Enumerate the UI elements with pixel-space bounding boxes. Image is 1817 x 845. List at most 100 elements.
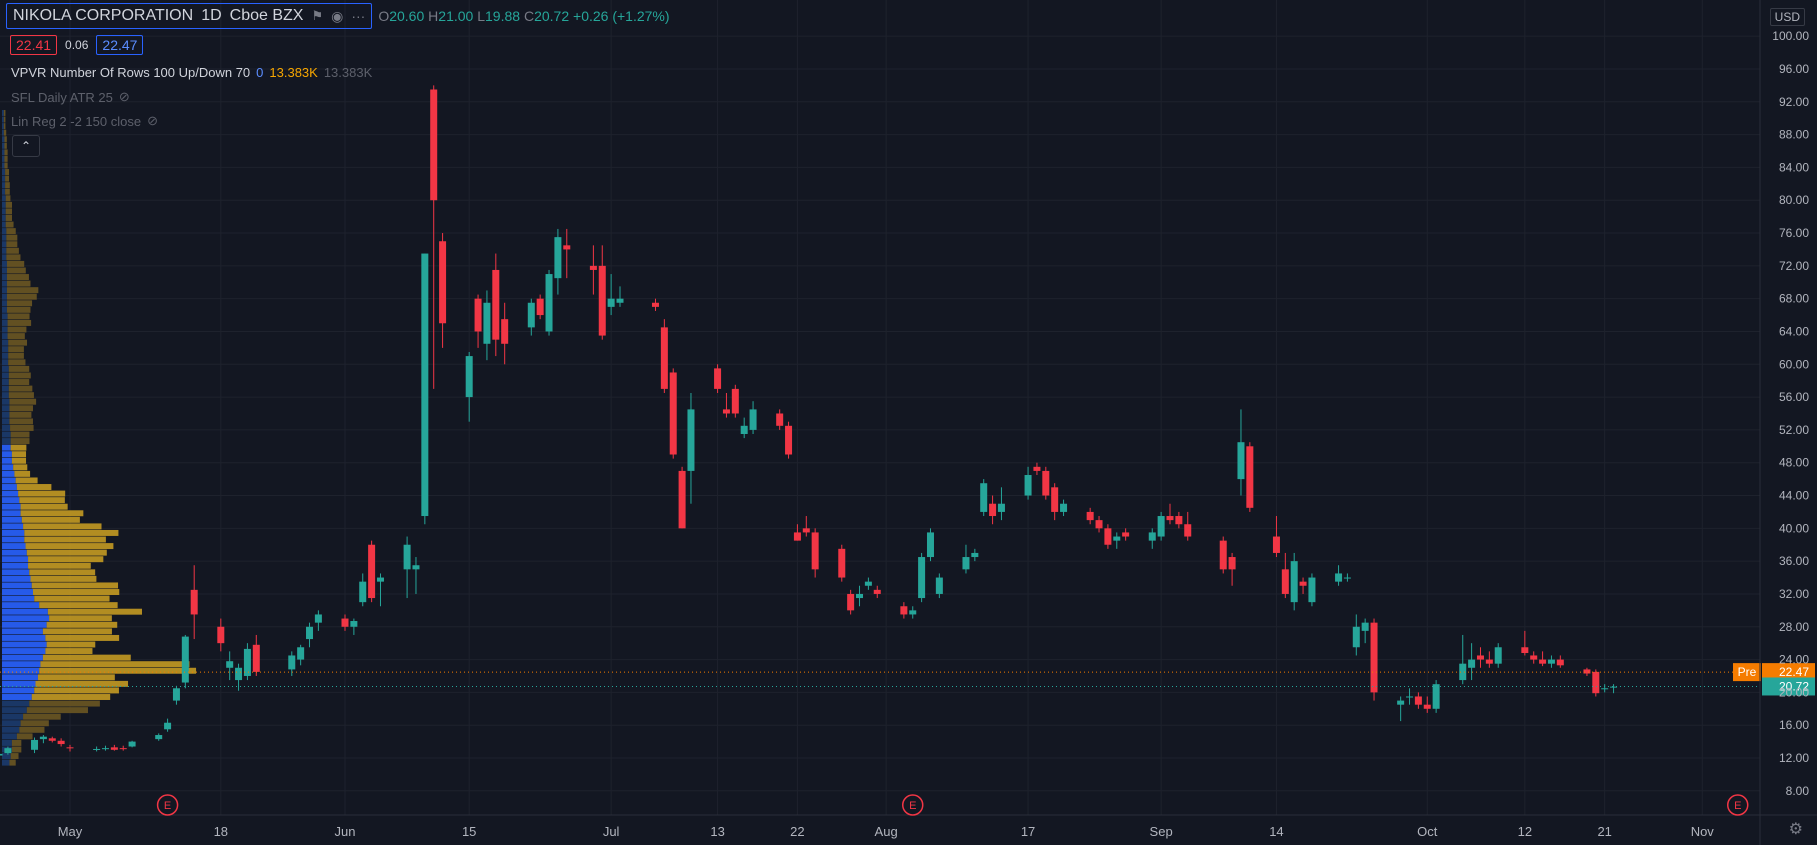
volume-profile-bar-up [2, 260, 7, 267]
volume-profile-bar-down [10, 444, 27, 451]
volume-profile-bar-down [29, 700, 100, 707]
collapse-legend-button[interactable]: ⌃ [12, 135, 40, 157]
volume-profile-bar-up [2, 589, 33, 595]
indicator-linreg[interactable]: Lin Reg 2 -2 150 close ⊘ [11, 113, 158, 129]
y-tick-label: 84.00 [1779, 160, 1809, 174]
volume-profile-bar-up [2, 451, 12, 458]
volume-profile-bar-down [39, 667, 197, 674]
interval-label[interactable]: 1D [201, 7, 222, 24]
volume-profile-bar-down [6, 293, 37, 300]
volume-profile-bar-up [2, 575, 31, 582]
indicator-vpvr[interactable]: VPVR Number Of Rows 100 Up/Down 70 0 13.… [11, 65, 372, 80]
candle-up [997, 503, 1005, 512]
currency-label[interactable]: USD [1769, 8, 1805, 26]
open-value: 20.60 [389, 8, 425, 24]
candle-up [350, 621, 358, 627]
volume-profile-bar-up [2, 267, 7, 274]
candle-up [980, 483, 988, 512]
volume-profile-bar-up [2, 326, 8, 333]
volume-profile-bar-up [2, 234, 7, 241]
volume-profile-bar-up [2, 392, 9, 399]
x-tick-label: Aug [875, 824, 898, 839]
volume-profile-bar-down [45, 648, 93, 655]
hidden-eye-icon[interactable]: ⊘ [118, 89, 130, 104]
candle-up [856, 593, 864, 599]
volume-profile-bar-down [31, 582, 119, 589]
candle-up [554, 237, 562, 279]
volume-profile-bar-down [6, 241, 18, 248]
x-tick-label: Jun [335, 824, 356, 839]
volume-profile-bar-down [3, 123, 6, 130]
volume-profile-bar-up [2, 405, 10, 412]
volume-profile-bar-up [2, 707, 27, 714]
candle-down [536, 298, 544, 316]
candle-up [1024, 475, 1032, 496]
y-tick-label: 8.00 [1786, 784, 1810, 798]
volume-profile-bar-down [10, 753, 19, 760]
volume-profile-bar-down [20, 720, 49, 727]
bid-ask-quote: 22.41 0.06 22.47 [10, 35, 144, 55]
candle-up [607, 298, 615, 307]
candle-down [1583, 669, 1591, 674]
volume-profile-bar-up [2, 556, 29, 563]
candle-up [412, 565, 420, 570]
volume-profile-bar-down [5, 221, 14, 228]
volume-profile-bar-down [5, 208, 12, 215]
candle-down [190, 589, 198, 615]
candle-down [1476, 655, 1484, 660]
candle-up [1308, 577, 1316, 603]
volume-profile-bar-up [2, 674, 38, 681]
x-tick-label: 12 [1518, 824, 1532, 839]
volume-profile-bar-down [8, 372, 31, 379]
bid-price[interactable]: 22.41 [10, 35, 58, 55]
candle-up [297, 647, 305, 660]
volume-profile-bar-down [16, 484, 52, 490]
candle-up [1397, 700, 1405, 705]
flag-icon[interactable]: ⚑ [311, 8, 324, 23]
volume-profile-bar-down [42, 628, 112, 635]
volume-profile-bar-up [2, 424, 11, 431]
volume-profile-bar-up [2, 241, 7, 248]
candle-up [1432, 684, 1440, 709]
candle-up [1113, 536, 1121, 541]
volume-profile-bar-up [2, 169, 6, 176]
candle-down [731, 388, 739, 414]
candle-down [722, 409, 730, 414]
volume-profile-bar-up [2, 582, 32, 589]
earnings-icon [901, 794, 924, 816]
volume-profile-bar-up [2, 569, 30, 576]
eye-icon[interactable]: ◉ [331, 7, 344, 24]
hidden-eye-icon[interactable]: ⊘ [147, 113, 158, 128]
volume-profile-bar-down [34, 687, 119, 694]
gear-icon[interactable]: ⚙ [1788, 821, 1803, 838]
y-tick-label: 36.00 [1779, 554, 1809, 568]
volume-profile-bar-down [5, 175, 10, 182]
volume-profile-bar-down [11, 457, 27, 464]
candle-down [1556, 659, 1564, 666]
volume-profile-bar-up [2, 352, 9, 359]
candle-down [847, 593, 855, 611]
ask-price[interactable]: 22.47 [96, 35, 144, 55]
candle-up [483, 302, 491, 344]
high-label: H [428, 8, 439, 24]
volume-profile-bar-down [29, 569, 96, 576]
candle-down [811, 532, 819, 570]
indicator-atr-name: SFL Daily ATR 25 [11, 89, 113, 105]
candle-up [1343, 577, 1351, 579]
volume-profile-bar-up [2, 149, 5, 156]
grid [0, 0, 1760, 815]
y-tick-label: 16.00 [1779, 718, 1809, 732]
candle-down [714, 368, 722, 389]
symbol-box[interactable]: NIKOLA CORPORATION 1D Cboe BZX ⚑ ◉ ··· [6, 3, 373, 29]
dots-icon[interactable]: ··· [351, 8, 366, 24]
time-axis: May 18 Jun 15 Jul 13 22 Aug 17 Sep 14 Oct 12 21 Nov [0, 814, 1817, 839]
volume-profile-bar-down [4, 155, 8, 162]
candle-up [4, 748, 12, 754]
candle-down [430, 89, 438, 201]
candle-up [864, 581, 872, 586]
volume-profile-bar-up [2, 510, 21, 517]
indicator-atr[interactable]: SFL Daily ATR 25 ⊘ [11, 89, 130, 105]
candle-up [155, 735, 163, 740]
candle-up [39, 736, 47, 740]
